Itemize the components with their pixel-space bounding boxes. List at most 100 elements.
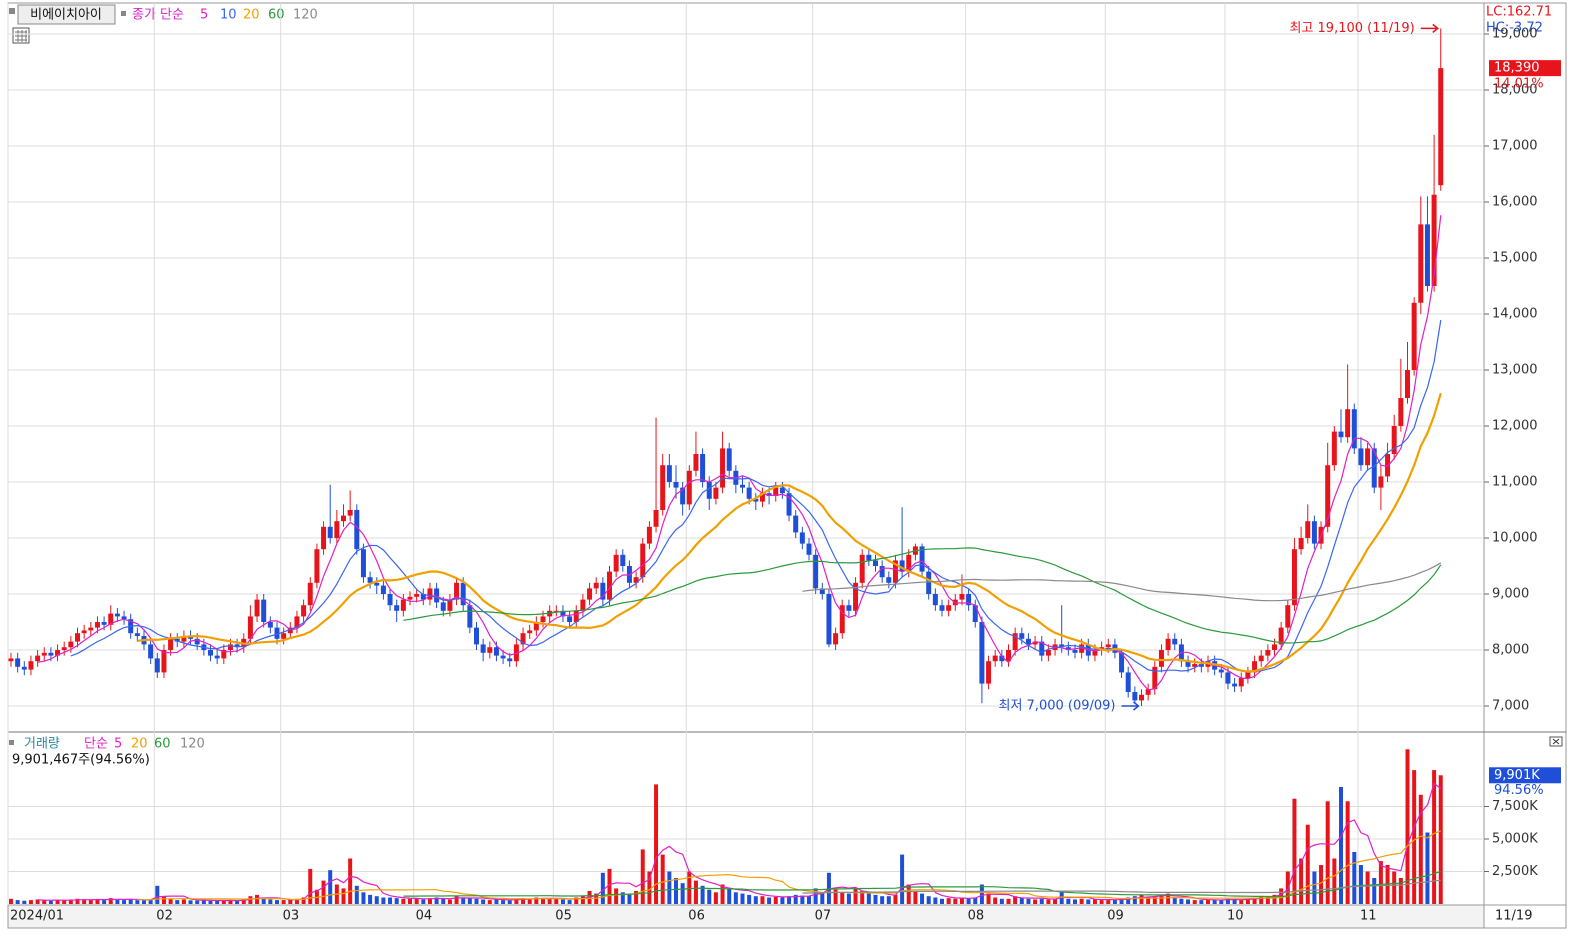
candle-body xyxy=(1391,425,1397,454)
volume-bar xyxy=(620,892,625,904)
candle-body xyxy=(1418,224,1424,303)
volume-bar xyxy=(920,893,925,904)
volume-bar xyxy=(155,885,160,904)
volume-bar xyxy=(368,894,373,904)
candle-body xyxy=(334,521,340,539)
volume-bar xyxy=(108,898,113,904)
date-strip xyxy=(8,905,1484,928)
volume-bar xyxy=(946,898,951,904)
candle-body xyxy=(15,658,21,667)
candle-body xyxy=(134,633,140,637)
candle-body xyxy=(1232,683,1238,687)
candle-body xyxy=(1378,476,1384,488)
volume-bar xyxy=(813,888,818,904)
candle-body xyxy=(61,647,67,651)
y-tick-label: 17,000 xyxy=(1492,138,1538,153)
volume-bar xyxy=(547,898,552,904)
volume-bar xyxy=(241,899,246,904)
candle-body xyxy=(1045,650,1051,656)
volume-bar xyxy=(846,893,851,904)
volume-bar xyxy=(1079,898,1084,904)
candle-body xyxy=(607,571,612,600)
volume-bar xyxy=(707,889,712,904)
candle-body xyxy=(1365,448,1371,466)
candle-body xyxy=(819,588,825,595)
last-volume-ratio: 94.56% xyxy=(1494,783,1544,798)
volume-bar xyxy=(826,872,831,904)
candle-body xyxy=(314,549,320,583)
last-volume-label: 9,901K xyxy=(1494,768,1540,783)
candle-body xyxy=(779,487,785,494)
candle-body xyxy=(507,658,513,662)
volume-bar xyxy=(973,897,978,904)
volume-bar xyxy=(181,899,186,904)
candle-body xyxy=(208,650,213,656)
volume-bar xyxy=(1425,832,1430,904)
candle-body xyxy=(892,560,898,583)
volume-bar xyxy=(1092,899,1097,904)
volume-bar xyxy=(1339,787,1343,904)
candle-body xyxy=(813,554,819,589)
candle-body xyxy=(693,453,699,471)
volume-bar xyxy=(102,900,107,904)
volume-bar xyxy=(1398,878,1403,904)
volume-ma-period-label: 20 xyxy=(131,737,148,752)
volume-bar xyxy=(1126,897,1131,904)
volume-bar xyxy=(560,899,565,904)
candle-body xyxy=(1311,521,1317,544)
candle-body xyxy=(1039,641,1045,656)
candle-body xyxy=(1145,689,1151,695)
candle-body xyxy=(247,616,253,639)
candle-body xyxy=(281,633,287,639)
volume-bar xyxy=(1378,861,1383,904)
candle-body xyxy=(460,582,466,606)
candle-body xyxy=(148,644,154,659)
volume-bar xyxy=(1132,896,1137,904)
candle-body xyxy=(427,588,433,600)
volume-bar xyxy=(1432,770,1437,904)
volume-bar xyxy=(341,888,346,904)
candle-body xyxy=(640,543,646,578)
volume-bar xyxy=(614,888,619,904)
volume-bar xyxy=(893,894,898,904)
volume-bar xyxy=(1192,900,1197,904)
candle-body xyxy=(188,636,194,639)
candle-body xyxy=(786,493,792,516)
y-tick-label: 15,000 xyxy=(1492,250,1538,265)
volume-bar xyxy=(979,884,984,904)
candle-body xyxy=(567,616,573,623)
candle-body xyxy=(1398,397,1404,426)
candle-body xyxy=(1258,655,1264,662)
volume-bar xyxy=(1259,896,1264,904)
symbol-box[interactable] xyxy=(17,4,116,25)
candle-body xyxy=(114,613,120,617)
volume-bar xyxy=(88,900,93,904)
volume-bar xyxy=(1053,898,1058,904)
low-arrow xyxy=(1121,701,1140,711)
volume-bar xyxy=(1252,897,1257,904)
last-volume-box xyxy=(1489,767,1561,784)
candle-body xyxy=(1245,672,1251,679)
candle-body xyxy=(380,585,386,595)
volume-bar xyxy=(467,898,472,904)
candle-body xyxy=(759,493,765,502)
high-annotation: 최고 19,100 (11/19) xyxy=(1289,21,1414,36)
volume-bar xyxy=(215,900,220,904)
candle-body xyxy=(301,605,307,617)
y-tick-label: 9,000 xyxy=(1492,587,1529,602)
volume-bar xyxy=(188,900,193,904)
volume-bar xyxy=(807,896,811,904)
volume-bar xyxy=(1412,770,1417,904)
volume-bar xyxy=(840,892,845,904)
volume-ma xyxy=(37,782,1442,902)
candle-body xyxy=(174,638,180,642)
volume-bar xyxy=(487,900,492,904)
candle-body xyxy=(1338,431,1344,438)
lc-label: LC:162.71 xyxy=(1486,5,1552,20)
y-tick-label: 12,000 xyxy=(1492,418,1538,433)
volume-bar xyxy=(760,896,765,904)
x-tick-label: 11 xyxy=(1360,909,1377,924)
x-tick-label: 06 xyxy=(688,909,705,924)
